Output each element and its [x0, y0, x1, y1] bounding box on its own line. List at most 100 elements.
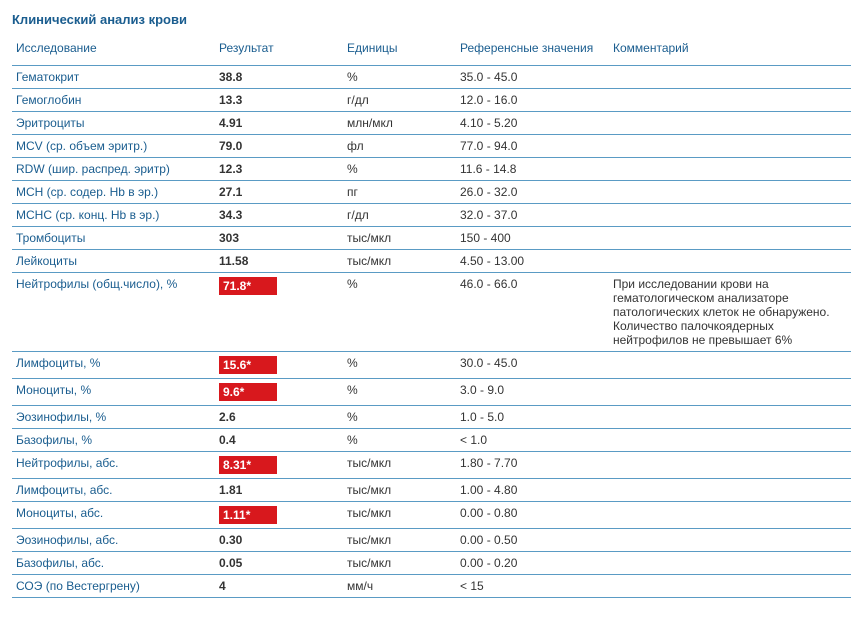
cell-ref: 1.0 - 5.0 [456, 406, 609, 429]
cell-ref: 0.00 - 0.50 [456, 529, 609, 552]
cell-result: 1.81 [215, 479, 343, 502]
col-header-result: Результат [215, 35, 343, 66]
cell-units: % [343, 273, 456, 352]
cell-ref: < 1.0 [456, 429, 609, 452]
cell-comment [609, 379, 851, 406]
cell-units: пг [343, 181, 456, 204]
cell-units: млн/мкл [343, 112, 456, 135]
cell-ref: 3.0 - 9.0 [456, 379, 609, 406]
cell-comment [609, 250, 851, 273]
cell-ref: 150 - 400 [456, 227, 609, 250]
cell-test: Эозинофилы, абс. [12, 529, 215, 552]
col-header-test: Исследование [12, 35, 215, 66]
cell-ref: 1.00 - 4.80 [456, 479, 609, 502]
cell-comment [609, 429, 851, 452]
cell-comment [609, 181, 851, 204]
cell-ref: 32.0 - 37.0 [456, 204, 609, 227]
table-row: RDW (шир. распред. эритр)12.3%11.6 - 14.… [12, 158, 851, 181]
cell-comment: При исследовании крови на гематологическ… [609, 273, 851, 352]
cell-result: 0.05 [215, 552, 343, 575]
cell-units: тыс/мкл [343, 529, 456, 552]
cell-comment [609, 112, 851, 135]
cell-result: 0.4 [215, 429, 343, 452]
cell-test: RDW (шир. распред. эритр) [12, 158, 215, 181]
result-value: 0.05 [219, 556, 242, 570]
result-value: 0.4 [219, 433, 236, 447]
cell-result: 2.6 [215, 406, 343, 429]
cell-result: 4.91 [215, 112, 343, 135]
cell-ref: 1.80 - 7.70 [456, 452, 609, 479]
cell-result: 79.0 [215, 135, 343, 158]
table-row: MCHC (ср. конц. Hb в эр.)34.3г/дл32.0 - … [12, 204, 851, 227]
result-value: 11.58 [219, 254, 248, 268]
result-value: 4 [219, 579, 226, 593]
cell-ref: 4.50 - 13.00 [456, 250, 609, 273]
cell-test: Базофилы, абс. [12, 552, 215, 575]
cell-units: тыс/мкл [343, 552, 456, 575]
cell-comment [609, 529, 851, 552]
table-row: Моноциты, %9.6*%3.0 - 9.0 [12, 379, 851, 406]
cell-comment [609, 452, 851, 479]
cell-test: MCV (ср. объем эритр.) [12, 135, 215, 158]
cell-result: 27.1 [215, 181, 343, 204]
cell-result: 11.58 [215, 250, 343, 273]
cell-units: г/дл [343, 89, 456, 112]
table-row: Моноциты, абс.1.11*тыс/мкл0.00 - 0.80 [12, 502, 851, 529]
cell-units: тыс/мкл [343, 452, 456, 479]
cell-ref: 0.00 - 0.20 [456, 552, 609, 575]
cell-test: Лейкоциты [12, 250, 215, 273]
cell-ref: 0.00 - 0.80 [456, 502, 609, 529]
cell-comment [609, 352, 851, 379]
cell-ref: 26.0 - 32.0 [456, 181, 609, 204]
cell-result: 8.31* [215, 452, 343, 479]
cell-test: СОЭ (по Вестергрену) [12, 575, 215, 598]
cell-ref: 77.0 - 94.0 [456, 135, 609, 158]
result-flag: 9.6* [219, 383, 277, 401]
cell-units: % [343, 66, 456, 89]
result-value: 27.1 [219, 185, 242, 199]
table-row: Эозинофилы, абс.0.30тыс/мкл0.00 - 0.50 [12, 529, 851, 552]
cell-ref: 46.0 - 66.0 [456, 273, 609, 352]
result-flag: 15.6* [219, 356, 277, 374]
table-row: Тромбоциты303тыс/мкл150 - 400 [12, 227, 851, 250]
cell-comment [609, 227, 851, 250]
cell-units: тыс/мкл [343, 250, 456, 273]
cell-result: 4 [215, 575, 343, 598]
cell-result: 38.8 [215, 66, 343, 89]
cell-test: Эозинофилы, % [12, 406, 215, 429]
table-row: MCV (ср. объем эритр.)79.0фл77.0 - 94.0 [12, 135, 851, 158]
cell-comment [609, 552, 851, 575]
cell-units: % [343, 352, 456, 379]
report-title: Клинический анализ крови [12, 12, 851, 27]
cell-units: % [343, 379, 456, 406]
cell-ref: 11.6 - 14.8 [456, 158, 609, 181]
result-value: 2.6 [219, 410, 236, 424]
table-row: СОЭ (по Вестергрену)4мм/ч< 15 [12, 575, 851, 598]
cell-units: % [343, 429, 456, 452]
cell-test: Эритроциты [12, 112, 215, 135]
results-table: Исследование Результат Единицы Референсн… [12, 35, 851, 598]
cell-comment [609, 406, 851, 429]
table-row: MCH (ср. содер. Hb в эр.) 27.1 пг26.0 - 32… [12, 181, 851, 204]
cell-comment [609, 66, 851, 89]
table-row: Эозинофилы, % 2.6%1.0 - 5.0 [12, 406, 851, 429]
cell-comment [609, 575, 851, 598]
cell-units: тыс/мкл [343, 227, 456, 250]
cell-ref: 4.10 - 5.20 [456, 112, 609, 135]
table-row: Базофилы, %0.4%< 1.0 [12, 429, 851, 452]
cell-result: 34.3 [215, 204, 343, 227]
cell-test: Лимфоциты, абс. [12, 479, 215, 502]
result-flag: 1.11* [219, 506, 277, 524]
result-value: 38.8 [219, 70, 242, 84]
cell-units: % [343, 406, 456, 429]
cell-test: Тромбоциты [12, 227, 215, 250]
cell-result: 9.6* [215, 379, 343, 406]
table-row: Эритроциты4.91млн/мкл4.10 - 5.20 [12, 112, 851, 135]
cell-result: 12.3 [215, 158, 343, 181]
cell-test: MCH (ср. содер. Hb в эр.) [12, 181, 215, 204]
cell-units: мм/ч [343, 575, 456, 598]
cell-test: Лимфоциты, % [12, 352, 215, 379]
cell-units: г/дл [343, 204, 456, 227]
cell-result: 71.8* [215, 273, 343, 352]
cell-test: Гематокрит [12, 66, 215, 89]
